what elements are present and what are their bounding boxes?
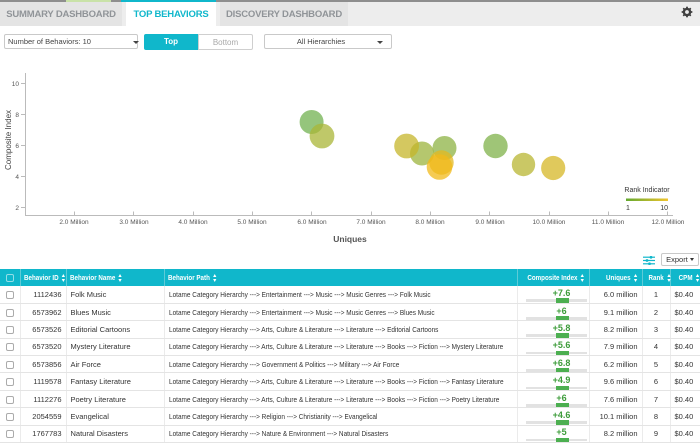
svg-text:Rank Indicator: Rank Indicator [624,187,670,194]
svg-text:10.0 Million: 10.0 Million [533,219,566,226]
svg-text:Uniques: Uniques [333,234,367,244]
svg-text:8.0 Million: 8.0 Million [415,219,445,226]
svg-text:9.0 Million: 9.0 Million [475,219,505,226]
svg-text:3.0 Million: 3.0 Million [119,219,149,226]
svg-text:2: 2 [15,205,19,212]
svg-text:Composite Index: Composite Index [4,110,13,170]
svg-text:10: 10 [660,205,668,212]
svg-text:12.0 Million: 12.0 Million [652,219,685,226]
svg-text:6.0 Million: 6.0 Million [297,219,327,226]
svg-text:8: 8 [15,112,19,119]
svg-text:7.0 Million: 7.0 Million [356,219,386,226]
svg-text:2.0 Million: 2.0 Million [59,219,89,226]
svg-text:1: 1 [626,205,630,212]
svg-text:5.0 Million: 5.0 Million [237,219,267,226]
svg-text:4: 4 [15,174,19,181]
svg-text:11.0 Million: 11.0 Million [592,219,625,226]
svg-text:10: 10 [12,81,20,88]
svg-text:6: 6 [15,143,19,150]
svg-text:4.0 Million: 4.0 Million [178,219,208,226]
